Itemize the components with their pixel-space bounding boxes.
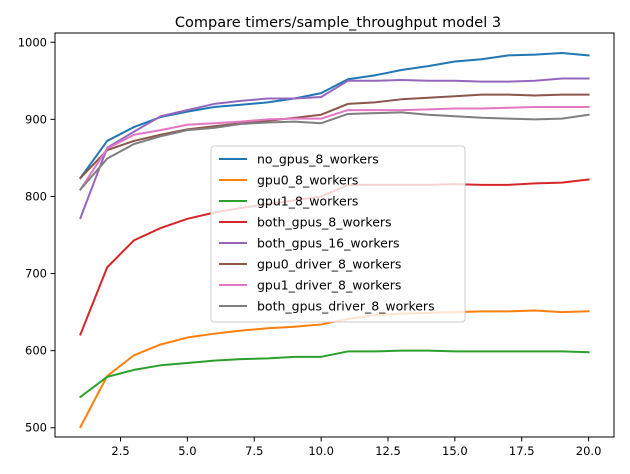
y-tick-label: 1000 — [18, 35, 47, 49]
chart-title: Compare timers/sample_throughput model 3 — [175, 15, 501, 31]
series-line-both-gpus-16-workers — [79, 77, 590, 220]
series-line-gpu1-driver-8-workers — [79, 106, 590, 191]
plot-frame — [54, 32, 615, 438]
axes: 2.5 5.0 7.5 10.0 12.5 15.0 17.5 20.0 500 600 700 80… — [18, 32, 615, 458]
y-tick-label: 800 — [25, 189, 47, 203]
series-lines — [78, 52, 590, 429]
series-line-both-gpus-driver-8-workers — [78, 111, 590, 191]
x-tick-label: 2.5 — [111, 444, 129, 458]
x-tick-label: 10.0 — [308, 444, 334, 458]
series-line-gpu0-driver-8-workers — [78, 93, 590, 180]
y-tick-label: 900 — [25, 112, 47, 126]
legend-label: gpu1_driver_8_workers — [257, 278, 401, 293]
x-tick-label: 15.0 — [442, 444, 468, 458]
x-tick-label: 20.0 — [576, 444, 602, 458]
x-tick-label: 7.5 — [245, 444, 263, 458]
series-line-gpu1-8-workers — [79, 349, 590, 399]
legend-label: gpu0_driver_8_workers — [257, 257, 401, 272]
legend-box — [210, 145, 466, 323]
legend-label: both_gpus_8_workers — [257, 215, 392, 230]
legend-label: both_gpus_driver_8_workers — [257, 299, 435, 314]
legend-label: gpu1_8_workers — [257, 194, 358, 209]
legend-label: both_gpus_16_workers — [257, 236, 400, 251]
y-tick-label: 700 — [25, 267, 47, 281]
legend: no_gpus_8_workers gpu0_8_workers gpu1_8_wo… — [210, 145, 466, 323]
series-line-gpu0-8-workers — [79, 309, 590, 429]
y-tick-label: 500 — [25, 421, 47, 435]
x-tick-label: 17.5 — [509, 444, 535, 458]
x-tick-label: 12.5 — [375, 444, 401, 458]
legend-label: no_gpus_8_workers — [257, 152, 379, 167]
y-tick-label: 600 — [25, 344, 47, 358]
x-tick-label: 5.0 — [178, 444, 196, 458]
legend-label: gpu0_8_workers — [257, 173, 358, 188]
